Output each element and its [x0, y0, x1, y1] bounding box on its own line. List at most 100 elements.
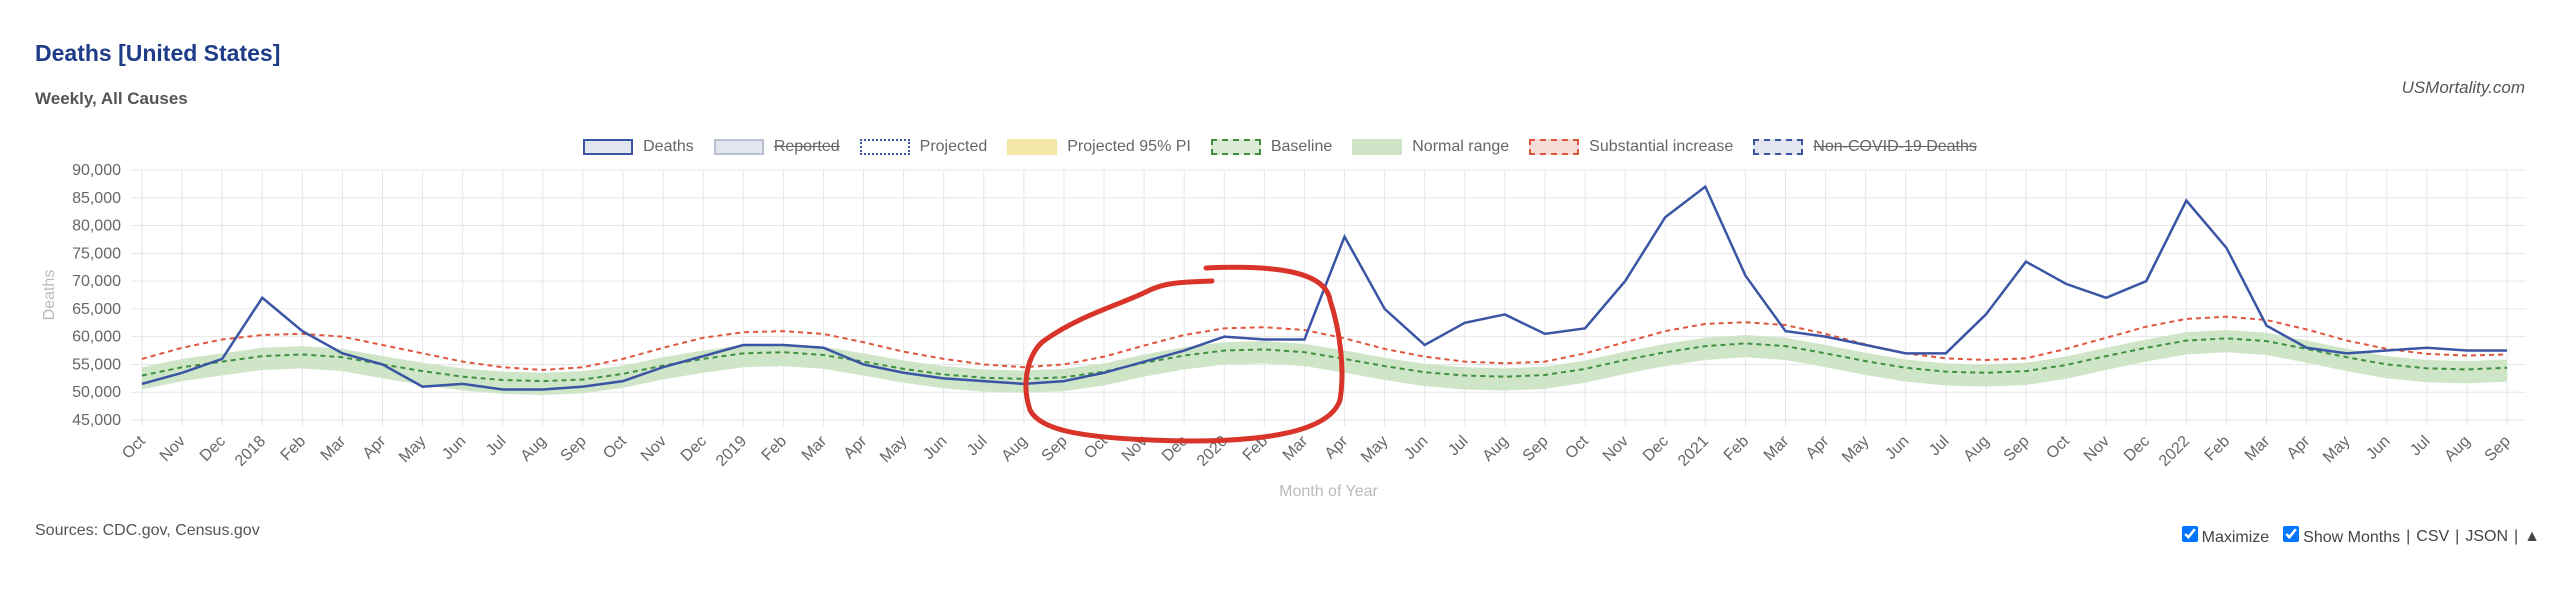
legend-item[interactable]: Projected	[859, 138, 988, 156]
x-tick-label: Apr	[2284, 432, 2314, 462]
normal-range-band	[142, 330, 2507, 395]
x-tick-label: Jun	[2363, 433, 2393, 463]
controls: Maximize Show Months | CSV | JSON | ▲	[2181, 526, 2540, 547]
x-tick-label: May	[877, 433, 910, 466]
legend-swatch	[713, 139, 764, 155]
separator: |	[2514, 527, 2519, 545]
legend-label: Projected 95% PI	[1067, 138, 1191, 155]
x-tick-label: Jun	[439, 433, 469, 463]
y-tick-label: 50,000	[72, 384, 121, 401]
x-tick-label: Nov	[638, 433, 670, 465]
legend-swatch	[583, 139, 634, 155]
x-tick-label: Oct	[600, 432, 630, 462]
x-tick-label: Jun	[1882, 433, 1912, 463]
csv-link[interactable]: CSV	[2416, 527, 2450, 545]
legend-item[interactable]: Non-COVID-19 Deaths	[1753, 138, 1977, 156]
legend-item[interactable]: Reported	[713, 138, 840, 156]
legend-swatch	[1753, 139, 1804, 155]
legend-label: Projected	[919, 138, 988, 155]
x-tick-label: Apr	[1803, 432, 1833, 462]
y-tick-label: 55,000	[72, 356, 121, 373]
x-tick-label: Feb	[759, 433, 791, 465]
y-tick-label: 70,000	[72, 273, 121, 290]
legend-swatch	[1210, 139, 1261, 155]
y-tick-label: 45,000	[72, 412, 121, 429]
legend-swatch	[1529, 139, 1580, 155]
maximize-toggle[interactable]: Maximize	[2181, 526, 2270, 547]
x-tick-label: Sep	[1520, 433, 1552, 465]
legend-item[interactable]: Projected 95% PI	[1007, 138, 1191, 156]
x-tick-label: Feb	[2202, 433, 2234, 465]
hand-drawn-annotation	[1023, 264, 1345, 444]
x-tick-label: Aug	[2442, 433, 2474, 465]
x-tick-label: Mar	[1761, 432, 1793, 464]
legend-label: Non-COVID-19 Deaths	[1813, 138, 1977, 155]
x-tick-label: Aug	[1961, 433, 1993, 465]
x-tick-label: Feb	[278, 433, 310, 465]
x-tick-label: Mar	[2242, 432, 2274, 464]
reference-line	[141, 337, 2508, 383]
x-tick-label: Aug	[518, 433, 550, 465]
x-tick-label: Jul	[1926, 433, 1952, 459]
x-tick-label: Dec	[197, 433, 229, 465]
x-tick-label: Jul	[483, 433, 509, 459]
x-axis-label: Month of Year	[1279, 483, 1378, 500]
x-tick-label: Sep	[2482, 433, 2514, 465]
x-tick-label: Sep	[2001, 433, 2033, 465]
show-months-checkbox[interactable]	[2283, 526, 2300, 542]
legend-item[interactable]: Baseline	[1210, 138, 1332, 156]
reference-line	[141, 315, 2508, 372]
legend-item[interactable]: Deaths	[583, 138, 694, 156]
x-tick-label: Jun	[1401, 433, 1431, 463]
x-tick-label: 2022	[2156, 433, 2193, 470]
x-tick-label: Sep	[1039, 433, 1071, 465]
maximize-checkbox[interactable]	[2181, 526, 2198, 542]
legend-item[interactable]: Normal range	[1352, 138, 1509, 156]
y-tick-label: 90,000	[72, 162, 121, 179]
sources: Sources: CDC.gov, Census.gov	[35, 522, 260, 539]
chart-subtitle: Weekly, All Causes	[35, 89, 188, 108]
y-axis-label: Deaths	[41, 270, 58, 321]
legend-label: Reported	[773, 138, 840, 155]
x-tick-label: Jun	[920, 433, 950, 463]
x-tick-label: Dec	[1640, 433, 1672, 465]
x-tick-label: Dec	[678, 433, 710, 465]
maximize-label: Maximize	[2201, 529, 2270, 546]
y-tick-label: 75,000	[72, 245, 121, 262]
x-tick-label: Apr	[841, 432, 871, 462]
show-months-label: Show Months	[2303, 529, 2401, 546]
x-tick-label: 2018	[232, 433, 269, 470]
x-tick-label: Oct	[2043, 432, 2073, 462]
site-brand: USMortality.com	[2401, 78, 2525, 97]
x-tick-label: Dec	[1159, 433, 1191, 465]
x-tick-label: Mar	[1280, 432, 1312, 464]
x-tick-label: Nov	[2081, 433, 2113, 465]
x-tick-label: 2019	[713, 433, 750, 470]
scroll-top[interactable]: ▲	[2524, 527, 2540, 545]
x-tick-label: Apr	[360, 432, 390, 462]
x-tick-label: Nov	[1600, 433, 1632, 465]
y-tick-label: 65,000	[72, 301, 121, 318]
x-tick-label: May	[396, 433, 429, 466]
x-tick-label: Aug	[1480, 433, 1512, 465]
x-tick-label: Dec	[2121, 433, 2153, 465]
x-tick-label: May	[2320, 433, 2353, 466]
x-tick-label: Mar	[799, 432, 831, 464]
legend-label: Normal range	[1412, 138, 1510, 155]
y-tick-label: 80,000	[72, 218, 121, 235]
x-tick-label: Oct	[1562, 432, 1592, 462]
x-tick-label: Jul	[1445, 433, 1471, 459]
legend-swatch	[1007, 139, 1058, 155]
chart-title: Deaths [United States]	[35, 40, 281, 66]
legend-item[interactable]: Substantial increase	[1529, 138, 1733, 156]
show-months-toggle[interactable]: Show Months	[2283, 526, 2400, 547]
separator: |	[2406, 527, 2411, 545]
x-tick-label: May	[1358, 433, 1391, 466]
x-tick-label: Oct	[119, 432, 149, 462]
legend-label: Substantial increase	[1589, 138, 1734, 155]
json-link[interactable]: JSON	[2465, 527, 2508, 545]
separator: |	[2455, 527, 2460, 545]
x-tick-label: May	[1839, 433, 1872, 466]
